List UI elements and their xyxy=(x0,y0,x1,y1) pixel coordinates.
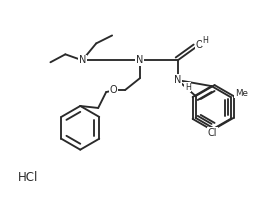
Text: H: H xyxy=(185,83,191,92)
Text: Cl: Cl xyxy=(208,128,217,138)
Text: Me: Me xyxy=(235,89,248,98)
Text: N: N xyxy=(79,55,86,65)
Text: N: N xyxy=(174,75,182,85)
Text: H: H xyxy=(203,36,209,45)
Text: N: N xyxy=(136,55,144,65)
Text: O: O xyxy=(109,85,117,95)
Text: O: O xyxy=(196,40,204,50)
Text: HCl: HCl xyxy=(18,171,39,184)
